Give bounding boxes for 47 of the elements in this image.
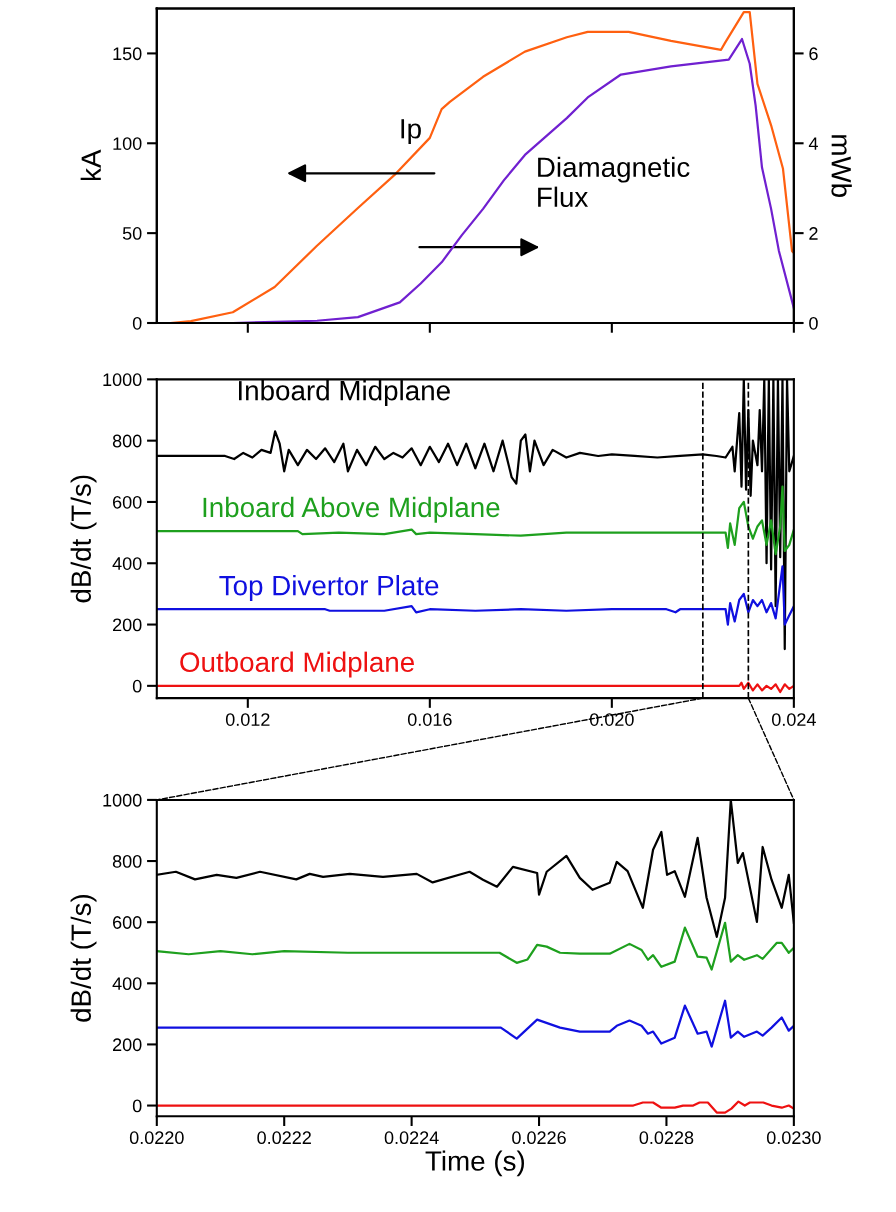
y-axis-title: kA [80,149,101,181]
y-tick-label: 200 [113,1038,142,1052]
x-tick-label: 0.020 [589,713,634,726]
y2-tick-label: 6 [809,47,818,61]
x-tick-label: 0.0224 [384,1131,439,1145]
x-tick-label: 0.0222 [257,1131,311,1145]
y2-tick-label: 4 [808,137,818,150]
line-series [156,681,794,694]
line-series [156,485,794,556]
line-series [156,1100,794,1114]
y-tick-label: 0 [132,1099,142,1113]
x-tick-label: 0.016 [407,713,452,726]
series-label: Inboard Above Midplane [203,496,500,523]
series-label: Diamagnetic Flux [538,156,690,208]
series-label: Outboard Midplane [180,651,414,678]
x-tick-label: 0.024 [771,713,816,726]
x-tick-label: 0.0230 [766,1131,821,1145]
x-tick-label: 0.012 [225,713,270,726]
y-tick-label: 0 [132,679,142,693]
y-tick-label: 0 [132,316,142,330]
y-tick-label: 600 [113,916,142,929]
y-tick-label: 800 [112,854,142,868]
y-tick-label: 600 [113,495,142,509]
y2-tick-label: 2 [809,227,818,240]
x-tick-label: 0.0226 [512,1131,566,1145]
series-label: Inboard Midplane [239,380,450,406]
y-tick-label: 200 [113,618,142,632]
y-tick-label: 150 [113,47,142,61]
y-tick-label: 1000 [103,793,142,807]
y-tick-label: 1000 [103,373,142,387]
series-label: Top Divertor Plate [219,575,439,601]
line-series [156,565,794,626]
y-axis-title: dB/dt (T/s) [70,475,97,603]
y2-axis-title: mWb [831,135,852,197]
y-tick-label: 400 [112,557,142,570]
series-label: Ip [401,119,421,145]
y-tick-label: 50 [122,227,142,240]
line-series [156,999,794,1048]
y-axis-title: dB/dt (T/s) [70,894,97,1022]
x-tick-label: 0.0220 [129,1131,184,1145]
line-series [156,921,794,971]
y-tick-label: 100 [113,137,142,150]
y2-tick-label: 0 [809,316,818,330]
x-tick-label: 0.0228 [639,1131,694,1145]
y-tick-label: 400 [112,977,142,991]
x-axis-title: Time (s) [425,1150,524,1177]
y-tick-label: 800 [112,434,142,448]
